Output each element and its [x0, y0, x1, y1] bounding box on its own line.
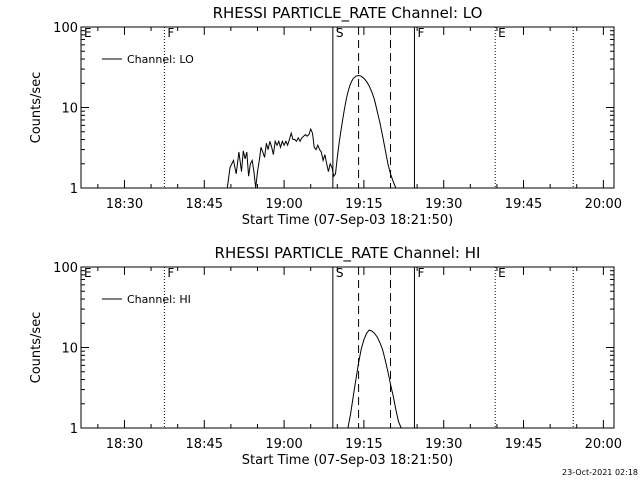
event-marker-label: F: [417, 266, 424, 280]
x-tick-label: 19:30: [425, 437, 462, 452]
x-tick-label: 19:45: [505, 437, 542, 452]
plot-frame: [80, 266, 615, 429]
x-tick-label: 20:00: [585, 197, 622, 212]
event-marker-label: S: [336, 26, 344, 40]
x-tick-label: 18:30: [106, 197, 143, 212]
x-tick-label: 19:00: [265, 197, 302, 212]
event-marker-label: F: [167, 26, 174, 40]
plot-timestamp: 23-Oct-2021 02:18: [562, 468, 638, 477]
x-tick-label: 18:30: [106, 437, 143, 452]
y-tick-label: 10: [61, 102, 78, 117]
x-tick-label: 20:00: [585, 437, 622, 452]
x-tick-label: 19:45: [505, 197, 542, 212]
series-line-lo: [226, 74, 402, 189]
event-marker-label: E: [84, 266, 92, 280]
y-axis-label: Counts/sec: [29, 72, 44, 144]
y-tick-label: 100: [53, 261, 78, 276]
panel-lo-channel: RHESSI PARTICLE_RATE Channel: LO Counts/s…: [29, 4, 622, 228]
legend-label: Channel: LO: [127, 53, 194, 66]
x-tick-label: 19:00: [265, 437, 302, 452]
event-marker-label: S: [336, 266, 344, 280]
y-tick-label: 10: [61, 342, 78, 357]
plot-frame: [80, 26, 615, 189]
chart-title: RHESSI PARTICLE_RATE Channel: HI: [215, 244, 481, 263]
event-marker-label: F: [417, 26, 424, 40]
event-marker-label: E: [84, 26, 92, 40]
event-marker-label: E: [498, 26, 506, 40]
chart-title: RHESSI PARTICLE_RATE Channel: LO: [213, 4, 483, 23]
y-tick-label: 1: [70, 422, 78, 437]
legend-label: Channel: HI: [127, 293, 191, 306]
x-tick-label: 18:45: [186, 437, 223, 452]
x-axis-label: Start Time (07-Sep-03 18:21:50): [242, 453, 453, 468]
panel-hi-channel: RHESSI PARTICLE_RATE Channel: HI Counts/s…: [29, 244, 622, 468]
event-marker-label: F: [167, 266, 174, 280]
x-tick-label: 19:15: [345, 437, 382, 452]
series-line-hi: [347, 329, 402, 429]
x-tick-label: 19:15: [345, 197, 382, 212]
y-axis-label: Counts/sec: [29, 312, 44, 384]
y-tick-label: 1: [70, 182, 78, 197]
y-tick-label: 100: [53, 21, 78, 36]
x-tick-label: 18:45: [186, 197, 223, 212]
x-axis-label: Start Time (07-Sep-03 18:21:50): [242, 213, 453, 228]
event-marker-label: E: [498, 266, 506, 280]
x-tick-label: 19:30: [425, 197, 462, 212]
